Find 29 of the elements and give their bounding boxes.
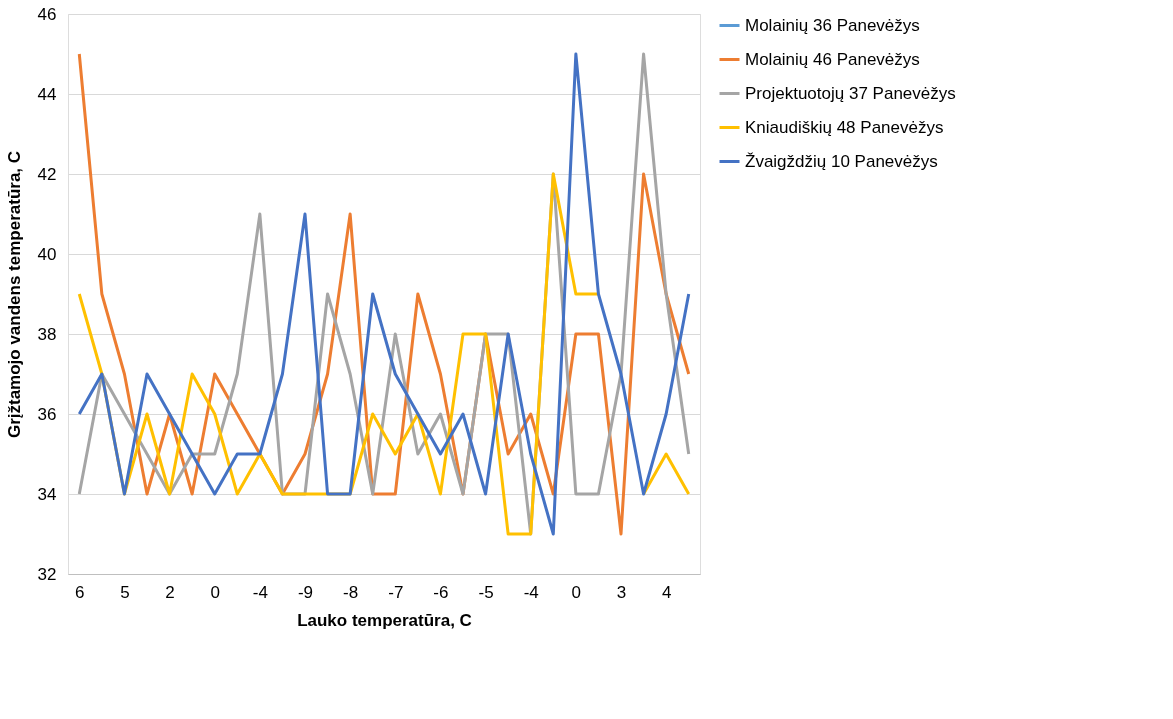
x-tick-label: -7: [388, 582, 404, 602]
y-tick-label: 40: [37, 244, 57, 264]
x-tick-label: -5: [478, 582, 494, 602]
x-tick-label: 0: [571, 582, 582, 602]
y-tick-label: 44: [37, 84, 57, 104]
y-tick-label: 32: [37, 564, 57, 584]
x-tick-label: -4: [523, 582, 539, 602]
x-tick-label: 4: [661, 582, 672, 602]
x-tick-label: 0: [210, 582, 220, 602]
x-tick-label: -6: [433, 582, 449, 602]
y-tick-label: 46: [37, 4, 57, 24]
x-tick-label: 5: [120, 582, 130, 602]
y-axis-title: Grįžtamojo vandens temperatūra, C: [4, 150, 24, 439]
legend-label: Molainių 46 Panevėžys: [745, 49, 920, 69]
x-axis-title: Lauko temperatūra, C: [297, 610, 472, 630]
y-tick-label: 34: [37, 484, 57, 504]
y-tick-label: 42: [37, 164, 57, 184]
x-tick-label: -8: [343, 582, 359, 602]
y-tick-label: 36: [37, 404, 57, 424]
x-tick-label: 6: [75, 582, 85, 602]
x-tick-label: -4: [252, 582, 268, 602]
x-tick-label: 2: [165, 582, 175, 602]
legend-label: Projektuotojų 37 Panevėžys: [745, 83, 956, 103]
legend-label: Kniaudiškių 48 Panevėžys: [745, 117, 944, 137]
x-tick-label: 3: [616, 582, 627, 602]
legend-label: Molainių 36 Panevėžys: [745, 15, 920, 35]
y-tick-label: 38: [37, 324, 57, 344]
legend-label: Žvaigždžių 10 Panevėžys: [745, 151, 938, 171]
x-tick-label: -9: [297, 582, 314, 602]
